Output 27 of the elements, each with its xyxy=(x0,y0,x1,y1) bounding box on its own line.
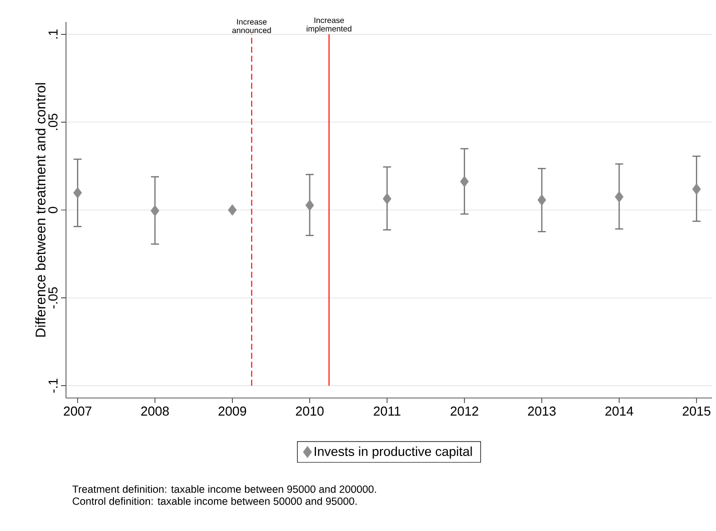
point xyxy=(73,187,82,198)
x-tick-label: 2007 xyxy=(64,406,92,416)
y-tick-label: 0 xyxy=(48,206,58,214)
legend-label: Invests in productive capital xyxy=(314,446,472,459)
point xyxy=(382,193,392,204)
y-axis-title: Difference between treatment and control xyxy=(35,83,46,337)
x-tick-label: 2010 xyxy=(296,406,324,416)
x-tick-label: 2011 xyxy=(374,406,400,416)
x-tick-label: 2012 xyxy=(450,406,478,416)
point xyxy=(228,204,237,216)
x-tick-label: 2008 xyxy=(141,406,169,416)
x-tick-label: 2009 xyxy=(218,406,246,416)
text: Treatment definition: taxable income between 95000 and 200000. xyxy=(72,485,376,493)
y-tick-label: -.1 xyxy=(48,378,58,393)
point xyxy=(692,183,701,195)
x-tick-label: 2015 xyxy=(682,406,710,416)
y-tick-label: .1 xyxy=(48,30,58,39)
point xyxy=(537,194,546,206)
point xyxy=(614,191,624,203)
x-tick-label: 2013 xyxy=(528,406,556,416)
point xyxy=(150,205,160,216)
x-tick-label: 2014 xyxy=(605,406,634,416)
point xyxy=(305,200,314,211)
text: Control definition: taxable income between 50000 and 95000. xyxy=(72,497,357,505)
y-tick-label: .05 xyxy=(48,114,58,130)
y-tick-label: -.05 xyxy=(48,287,58,308)
point xyxy=(460,176,469,188)
